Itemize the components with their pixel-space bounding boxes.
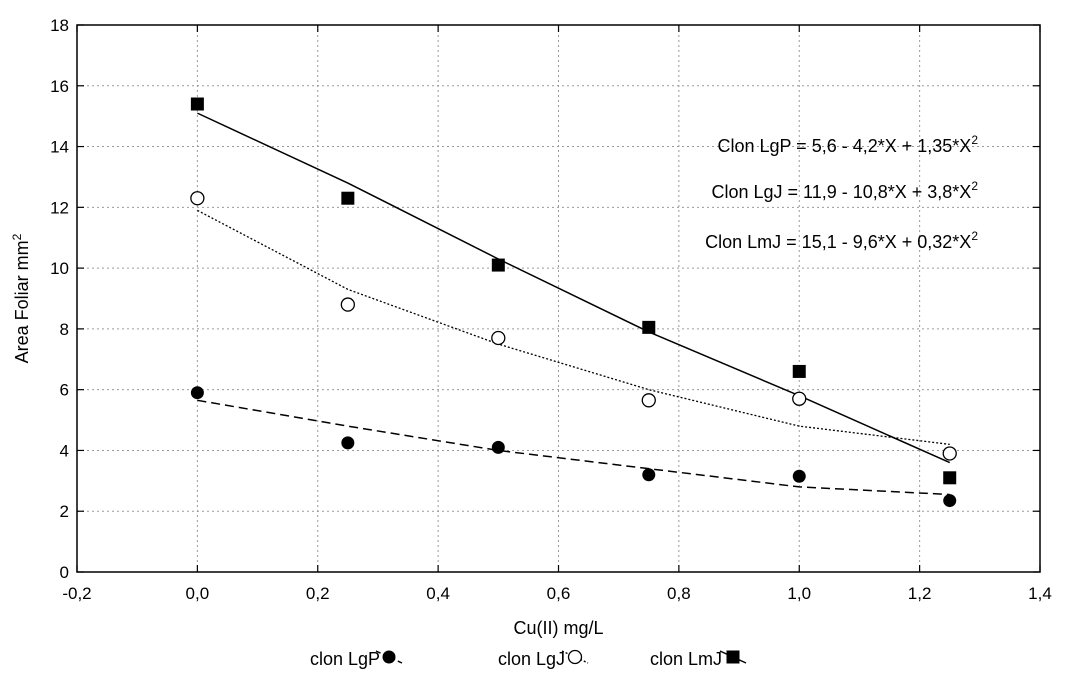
legend-marker [567, 649, 583, 665]
legend-line-sample [561, 650, 589, 664]
x-tick-label: 0,8 [667, 584, 691, 603]
x-tick-label: 0,0 [186, 584, 210, 603]
y-axis-label-text: Area Foliar mm [12, 240, 32, 363]
x-tick-label: 1,4 [1028, 584, 1052, 603]
legend-line-sample [375, 650, 403, 664]
data-point-clon-lgp [190, 386, 204, 400]
y-tick-label: 18 [50, 16, 69, 35]
data-point-clon-lgp [341, 436, 355, 450]
data-point-clon-lmj [491, 258, 505, 272]
data-point-clon-lmj [642, 320, 656, 334]
y-tick-label: 16 [50, 77, 69, 96]
data-point-clon-lgp [642, 468, 656, 482]
legend-label: clon LgP [310, 649, 380, 669]
fit-line-clon-lgj [197, 209, 950, 446]
legend-item: clon LgJ [498, 649, 589, 669]
equation-text: Clon LgP = 5,6 - 4,2*X + 1,35*X [717, 136, 971, 156]
legend-marker [382, 650, 396, 664]
grid [77, 25, 1040, 572]
x-tick-label: 0,6 [547, 584, 571, 603]
y-tick-label: 2 [60, 502, 69, 521]
data-point-clon-lgj [792, 391, 807, 406]
tick-marks [76, 24, 1041, 573]
y-tick-label: 10 [50, 259, 69, 278]
equation-annotation: Clon LmJ = 15,1 - 9,6*X + 0,32*X2 [705, 229, 978, 252]
y-tick-label: 4 [60, 441, 69, 460]
legend-label: clon LmJ [650, 649, 722, 669]
y-axis-label: Area Foliar mm2 [10, 233, 32, 363]
data-point-clon-lgp [943, 494, 957, 508]
x-tick-label: 0,4 [426, 584, 450, 603]
x-tick-label: 1,2 [908, 584, 932, 603]
x-axis-label: Cu(II) mg/L [513, 618, 603, 638]
data-point-clon-lgp [792, 469, 806, 483]
fit-line-clon-lmj [197, 112, 951, 464]
y-tick-label: 6 [60, 381, 69, 400]
data-point-clon-lgp [491, 440, 505, 454]
equation-superscript: 2 [971, 229, 978, 243]
equation-text: Clon LgJ = 11,9 - 10,8*X + 3,8*X [711, 182, 971, 202]
legend-label: clon LgJ [498, 649, 565, 669]
data-point-clon-lgj [641, 393, 656, 408]
data-point-clon-lgj [942, 446, 957, 461]
equation-superscript: 2 [971, 133, 978, 147]
fit-lines [197, 112, 951, 496]
data-point-clon-lmj [190, 97, 204, 111]
legend-marker [726, 650, 740, 664]
legend-item: clon LmJ [650, 649, 747, 669]
legend-item: clon LgP [310, 649, 403, 669]
x-tick-label: 1,0 [787, 584, 811, 603]
y-tick-label: 14 [50, 138, 69, 157]
legend: clon LgP clon LgJ clon LmJ [310, 649, 747, 669]
equation-superscript: 2 [971, 179, 978, 193]
y-axis-label-superscript: 2 [10, 233, 24, 240]
plot-frame [76, 24, 1041, 573]
equation-annotation: Clon LgP = 5,6 - 4,2*X + 1,35*X2 [717, 133, 978, 156]
y-tick-label: 0 [60, 563, 69, 582]
data-point-clon-lmj [943, 471, 957, 485]
equation-annotation: Clon LgJ = 11,9 - 10,8*X + 3,8*X2 [711, 179, 978, 202]
equation-text: Clon LmJ = 15,1 - 9,6*X + 0,32*X [705, 232, 971, 252]
data-markers [190, 97, 957, 508]
data-point-clon-lgj [491, 330, 506, 346]
y-tick-labels: 0 2 4 6 8 10 12 14 16 18 [50, 16, 69, 582]
data-point-clon-lmj [792, 364, 806, 378]
x-tick-label: -0,2 [62, 584, 91, 603]
x-tick-labels: -0,2 0,0 0,2 0,4 0,6 0,8 1,0 1,2 1,4 [62, 584, 1051, 603]
fit-line-clon-lgp [197, 399, 950, 496]
data-point-clon-lmj [341, 191, 355, 205]
data-point-clon-lgj [340, 297, 355, 312]
y-tick-label: 8 [60, 320, 69, 339]
x-tick-label: 0,2 [306, 584, 330, 603]
data-point-clon-lgj [190, 191, 205, 206]
y-tick-label: 12 [50, 198, 69, 217]
